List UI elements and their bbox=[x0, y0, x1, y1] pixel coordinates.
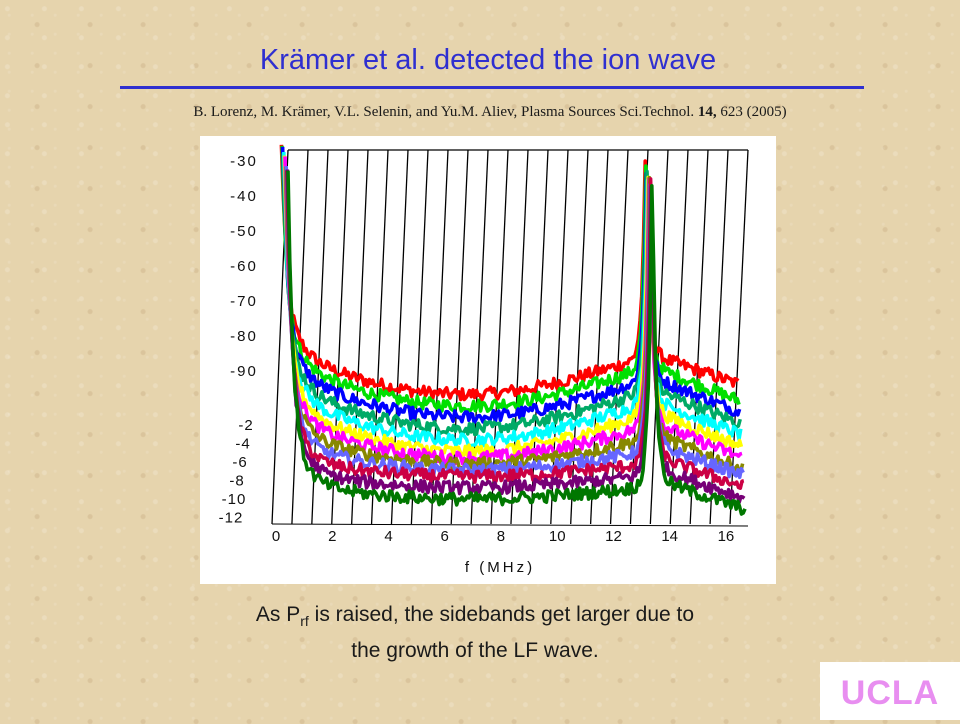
series-layer bbox=[279, 144, 747, 516]
grid-line bbox=[649, 149, 669, 525]
caption-line-1: As Prf is raised, the sidebands get larg… bbox=[255, 603, 695, 630]
y-tick-label: -90 bbox=[230, 363, 258, 380]
y-tick-label: -50 bbox=[230, 223, 258, 240]
caption-subscript: rf bbox=[300, 613, 309, 630]
y-tick-label-lower: -2 bbox=[238, 417, 253, 434]
y-tick-label-lower: -10 bbox=[222, 491, 247, 508]
citation-authors: B. Lorenz, M. Krämer, V.L. Selenin, and … bbox=[193, 104, 698, 120]
x-tick-label: 4 bbox=[384, 528, 392, 545]
grid-line bbox=[729, 149, 749, 525]
y-tick-label: -70 bbox=[230, 293, 258, 310]
ucla-logo: UCLA bbox=[820, 662, 960, 720]
spectrum-figure: 0 2 4 6 8 10 12 14 16 -30 -40 -50 -60 -70 -80 -90 -2 -4 -6… bbox=[200, 136, 776, 584]
caption-prefix: As P bbox=[255, 603, 301, 626]
tick-layer: 0 2 4 6 8 10 12 14 16 -30 -40 -50 -60 -70 -80 -90 -2 -4-6… bbox=[219, 153, 735, 545]
series-line-5 bbox=[282, 151, 743, 448]
y-tick-label-lower: -8 bbox=[229, 473, 244, 490]
grid-line bbox=[490, 149, 509, 525]
series-line-8 bbox=[283, 166, 745, 474]
y-tick-label-lower: -4 bbox=[235, 436, 250, 453]
y-tick-label: -40 bbox=[230, 188, 258, 205]
title-underline bbox=[120, 86, 864, 89]
y-tick-label-lower: -6 bbox=[232, 454, 247, 471]
caption-text: is raised, the sidebands get larger due … bbox=[308, 603, 695, 626]
y-tick-label: -60 bbox=[230, 258, 258, 275]
caption-line-2: the growth of the LF wave. bbox=[351, 639, 599, 663]
series-line-1 bbox=[279, 144, 740, 402]
citation-volume: 14, bbox=[697, 104, 717, 120]
spectrum-chart: 0 2 4 6 8 10 12 14 16 -30 -40 -50 -60 -70 -80 -90 -2 -4-6… bbox=[219, 144, 749, 576]
y-tick-label-lower: -12 bbox=[219, 510, 244, 527]
grid-line bbox=[669, 149, 689, 525]
caption: As Prf is raised, the sidebands get larg… bbox=[0, 600, 950, 666]
citation-pages-year: 623 (2005) bbox=[716, 104, 787, 120]
series-line-6 bbox=[282, 155, 744, 460]
x-axis-line bbox=[271, 523, 749, 527]
citation: B. Lorenz, M. Krämer, V.L. Selenin, and … bbox=[0, 104, 960, 121]
x-tick-label: 8 bbox=[497, 528, 505, 545]
series-line-11 bbox=[285, 169, 746, 505]
series-line-12 bbox=[286, 170, 747, 516]
x-tick-label: 14 bbox=[661, 528, 678, 545]
slide-title: Krämer et al. detected the ion wave bbox=[259, 44, 717, 76]
series-line-2 bbox=[280, 145, 741, 413]
x-axis-label: f (MHz) bbox=[465, 559, 535, 576]
x-tick-label: 16 bbox=[718, 528, 735, 545]
x-tick-label: 12 bbox=[605, 528, 622, 545]
series-line-3 bbox=[280, 146, 742, 425]
y-tick-label: -30 bbox=[230, 153, 258, 170]
grid-line bbox=[570, 149, 589, 525]
y-tick-label: -80 bbox=[230, 328, 258, 345]
series-line-4 bbox=[281, 153, 742, 437]
x-tick-label: 2 bbox=[328, 528, 336, 545]
x-tick-label: 0 bbox=[272, 528, 280, 545]
x-tick-label: 6 bbox=[441, 528, 449, 545]
x-tick-label: 10 bbox=[549, 528, 566, 545]
